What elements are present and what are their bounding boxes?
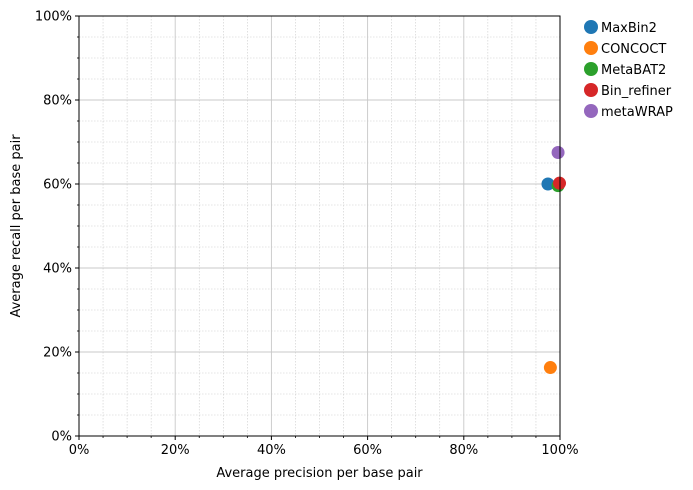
y-tick-label: 0%	[51, 430, 72, 445]
legend-label-bin-refiner: Bin_refiner	[601, 84, 672, 99]
y-tick-label: 60%	[43, 178, 72, 193]
legend-label-concoct: CONCOCT	[601, 42, 666, 57]
y-tick-label: 100%	[35, 10, 72, 25]
minor-gridlines	[79, 16, 560, 436]
data-points	[541, 146, 567, 375]
plot-frame	[78, 15, 561, 437]
legend: MaxBin2 CONCOCT MetaBAT2 Bin_refiner metaWRA…	[584, 20, 673, 120]
legend-marker-metawrap	[584, 104, 598, 118]
x-tick-label: 0%	[69, 443, 90, 458]
x-tick-label: 60%	[353, 443, 382, 458]
data-point-concoct	[543, 361, 557, 375]
axis-ticks	[75, 15, 561, 440]
legend-label-metabat2: MetaBAT2	[601, 63, 666, 78]
x-tick-label: 20%	[161, 443, 190, 458]
data-point-metawrap	[551, 146, 565, 159]
legend-marker-metabat2	[584, 62, 598, 76]
legend-label-maxbin2: MaxBin2	[601, 21, 657, 36]
tick-labels: 0% 20% 40% 60% 80% 100% 0% 20% 40% 60% 80% 100%	[35, 10, 579, 459]
x-axis-label: Average precision per base pair	[216, 466, 423, 481]
x-tick-label: 100%	[541, 443, 578, 458]
legend-marker-bin-refiner	[584, 83, 598, 97]
data-point-maxbin2	[541, 177, 555, 191]
legend-label-metawrap: metaWRAP	[601, 105, 673, 120]
x-tick-label: 40%	[257, 443, 286, 458]
y-tick-label: 80%	[43, 94, 72, 109]
legend-marker-maxbin2	[584, 20, 598, 34]
legend-marker-concoct	[584, 41, 598, 55]
y-axis-label: Average recall per base pair	[9, 134, 24, 318]
y-tick-label: 20%	[43, 346, 72, 361]
x-tick-label: 80%	[449, 443, 478, 458]
y-tick-label: 40%	[43, 262, 72, 277]
